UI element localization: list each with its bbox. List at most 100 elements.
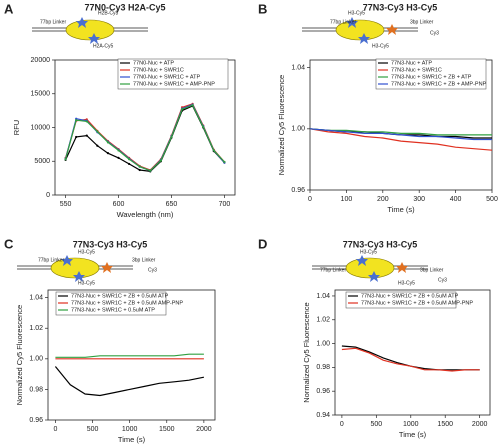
- nucleosome: [345, 257, 395, 279]
- data-point: [75, 118, 78, 122]
- data-point: [191, 104, 194, 107]
- fluorophore-star: [101, 262, 113, 273]
- diagram-label: 77bp Linker: [40, 19, 66, 25]
- series-line: [309, 128, 492, 141]
- nucleosome: [65, 19, 115, 41]
- fluorophore-star: [61, 255, 73, 266]
- y-tick-label: 1.04: [29, 294, 43, 301]
- nucleosome: [50, 257, 100, 279]
- data-point: [149, 169, 152, 172]
- fluorophore-star: [358, 33, 370, 44]
- x-tick-label: 500: [370, 421, 382, 428]
- x-tick-label: 200: [377, 196, 389, 203]
- legend-box: [345, 291, 457, 309]
- y-tick-label: 1.04: [291, 64, 305, 71]
- x-axis-label: Time (s): [118, 435, 146, 444]
- x-tick-label: 1500: [437, 421, 453, 428]
- data-point: [128, 162, 131, 166]
- series-line: [309, 128, 492, 136]
- fluorophore-star: [386, 24, 398, 35]
- panel-title: 77N3-Cy3 H3-Cy5: [363, 2, 438, 12]
- y-tick-label: 1.00: [291, 126, 305, 133]
- series-line: [54, 366, 205, 397]
- diagram-label: 3bp Linker: [420, 267, 444, 273]
- x-tick-label: 500: [486, 196, 498, 203]
- x-tick-label: 700: [219, 201, 231, 208]
- legend-box: [55, 291, 167, 316]
- legend-label: 77N3-Nuc + SWR1C + ZB + 0.5uM ATP: [361, 293, 459, 299]
- nucleosome: [335, 19, 385, 41]
- data-point: [128, 158, 131, 161]
- legend-label: 77N0-Nuc + SWR1C + ATP: [133, 74, 200, 80]
- data-point: [138, 165, 141, 168]
- y-tick-label: 0.96: [316, 388, 330, 395]
- legend-label: 77N3-Nuc + SWR1C + ZB + 0.5uM AMP-PNP: [361, 300, 473, 306]
- legend-label: 77N3-Nuc + SWR1C + ZB + 0.5uM AMP-PNP: [71, 300, 183, 306]
- legend-label: 77N3-Nuc + SWR1C + ZB + AMP-PNP: [391, 81, 487, 87]
- diagram-label: H2B-Cy3: [98, 10, 119, 16]
- legend-box: [375, 58, 487, 90]
- series-line: [65, 105, 225, 173]
- x-tick-label: 0: [308, 196, 312, 203]
- data-point: [117, 156, 120, 159]
- legend-label: 77N0-Nuc + SWR1C: [133, 67, 184, 73]
- data-point: [202, 125, 205, 128]
- panel-letter: B: [258, 1, 267, 16]
- data-point: [75, 135, 78, 139]
- x-tick-label: 1000: [122, 426, 138, 433]
- x-tick-label: 600: [113, 201, 125, 208]
- diagram-label: H3-Cy5: [398, 280, 415, 286]
- y-tick-label: 0.98: [29, 386, 43, 393]
- y-tick-label: 1.04: [316, 293, 330, 300]
- y-tick-label: 1.00: [29, 356, 43, 363]
- data-point: [96, 144, 99, 147]
- panel-title: 77N3-Cy3 H3-Cy5: [73, 239, 148, 249]
- data-point: [180, 108, 184, 111]
- y-tick-label: 1.02: [29, 325, 43, 332]
- diagram-label: H3-Cy5: [78, 280, 95, 286]
- diagram-label: H3-Cy5: [372, 43, 389, 49]
- y-tick-label: 0.96: [29, 417, 43, 424]
- series-line: [65, 104, 225, 172]
- y-axis-label: Normalized Cy5 Fluorescence: [15, 305, 24, 405]
- x-tick-label: 100: [341, 196, 353, 203]
- legend-label: 77N3-Nuc + SWR1C + ZB + ATP: [391, 74, 472, 80]
- x-axis-label: Wavelength (nm): [117, 210, 174, 219]
- x-tick-label: 0: [53, 426, 57, 433]
- y-tick-label: 15000: [31, 91, 51, 98]
- fluorophore-star: [396, 262, 408, 273]
- series-line: [55, 353, 204, 358]
- data-point: [85, 120, 88, 123]
- x-tick-label: 1500: [159, 426, 175, 433]
- legend-box: [117, 58, 229, 90]
- panel: B 77N3-Cy3 H3-Cy5 77bp Linker H3-Cy5 3bp Lin…: [258, 1, 498, 214]
- data-point: [170, 135, 173, 139]
- fluorophore-star: [88, 33, 100, 44]
- panel: C 77N3-Cy3 H3-Cy5 77bp Linker H3-Cy5 3bp Lin…: [4, 236, 216, 444]
- data-point: [64, 158, 67, 161]
- x-tick-label: 1000: [403, 421, 419, 428]
- y-tick-label: 5000: [34, 158, 50, 165]
- x-tick-label: 300: [413, 196, 425, 203]
- legend-label: 77N3-Nuc + SWR1C + 0.5uM ATP: [71, 307, 155, 313]
- y-tick-label: 0: [46, 192, 50, 199]
- panel-title: 77N0-Cy3 H2A-Cy5: [84, 2, 165, 12]
- x-tick-label: 650: [166, 201, 178, 208]
- series-line: [309, 128, 493, 151]
- panel: D 77N3-Cy3 H3-Cy5 77bp Linker H3-Cy5 3bp Lin…: [258, 236, 491, 439]
- legend-label: 77N0-Nuc + ATP: [133, 60, 174, 66]
- diagram-label: Cy3: [430, 30, 439, 36]
- diagram-label: Cy3: [438, 277, 447, 283]
- x-tick-label: 500: [87, 426, 99, 433]
- legend-label: 77N3-Nuc + ATP: [391, 60, 432, 66]
- y-axis-label: Normalized Cy5 Fluorescence: [302, 302, 311, 402]
- data-point: [96, 130, 99, 133]
- panel-title: 77N3-Cy3 H3-Cy5: [343, 239, 418, 249]
- diagram-label: 3bp Linker: [410, 19, 434, 25]
- panel-letter: D: [258, 236, 267, 251]
- diagram-label: H3-Cy5: [360, 249, 377, 255]
- legend-label: 77N3-Nuc + SWR1C + ZB + 0.5uM ATP: [71, 293, 169, 299]
- panel-letter: C: [4, 236, 14, 251]
- series-line: [341, 347, 480, 372]
